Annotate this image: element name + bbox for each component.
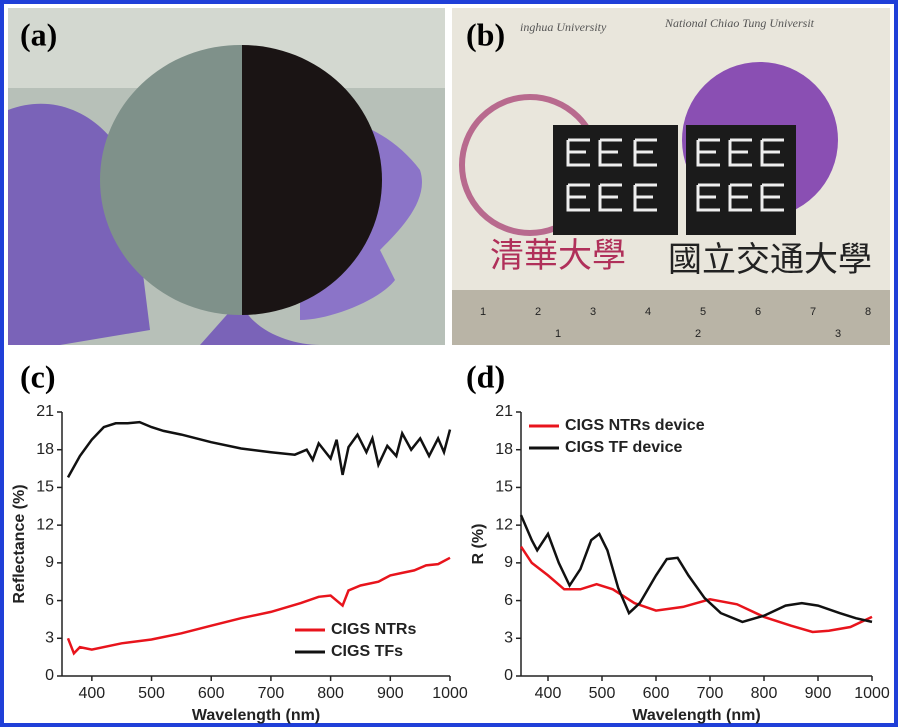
- legend-label: CIGS TF device: [565, 439, 682, 456]
- y-tick-label: 6: [504, 592, 513, 609]
- x-tick-label: 800: [317, 685, 344, 702]
- x-tick-label: 1000: [432, 685, 468, 702]
- x-tick-label: 600: [643, 685, 670, 702]
- x-tick-label: 1000: [854, 685, 890, 702]
- ruler-label: 8: [865, 306, 871, 318]
- page: {"panels": ["(a)", "(b)", "(c)", "(d)"],…: [0, 0, 898, 727]
- x-tick-label: 500: [589, 685, 616, 702]
- ruler-label: 3: [835, 328, 841, 340]
- legend-label: CIGS NTRs: [331, 621, 416, 638]
- ruler-label: 1: [555, 328, 561, 340]
- ruler-label: 5: [700, 306, 706, 318]
- y-tick-label: 9: [45, 554, 54, 571]
- ruler-label: 2: [695, 328, 701, 340]
- panel-label: (c): [20, 358, 56, 394]
- y-tick-label: 9: [504, 554, 513, 571]
- x-tick-label: 400: [78, 685, 105, 702]
- ruler-label: 4: [645, 306, 651, 318]
- y-tick-label: 21: [495, 403, 513, 420]
- y-tick-label: 18: [495, 441, 513, 458]
- y-tick-label: 3: [504, 630, 513, 647]
- y-tick-label: 0: [504, 667, 513, 684]
- x-tick-label: 700: [697, 685, 724, 702]
- caption: National Chiao Tung Universit: [664, 16, 815, 30]
- y-tick-label: 0: [45, 667, 54, 684]
- y-tick-label: 15: [36, 479, 54, 496]
- panel-label: (b): [466, 16, 505, 52]
- y-tick-label: 12: [495, 516, 513, 533]
- x-tick-label: 600: [198, 685, 225, 702]
- ruler-label: 6: [755, 306, 761, 318]
- ruler-label: 2: [535, 306, 541, 318]
- photo-b: inghua University National Chiao Tung Un…: [452, 8, 890, 345]
- ruler-label: 1: [480, 306, 486, 318]
- x-axis-label: Wavelength (nm): [192, 707, 320, 724]
- x-tick-label: 900: [805, 685, 832, 702]
- y-tick-label: 12: [36, 516, 54, 533]
- x-axis-label: Wavelength (nm): [632, 707, 760, 724]
- ruler-label: 7: [810, 306, 816, 318]
- ruler-label: 3: [590, 306, 596, 318]
- x-tick-label: 400: [535, 685, 562, 702]
- x-tick-label: 800: [751, 685, 778, 702]
- y-axis-label: Reflectance (%): [11, 484, 28, 603]
- y-tick-label: 6: [45, 592, 54, 609]
- x-tick-label: 700: [258, 685, 285, 702]
- figure: (a) inghua University National Chiao Tun…: [0, 0, 898, 727]
- caption-chinese: 國立交通大學: [668, 241, 872, 279]
- caption: inghua University: [520, 20, 607, 34]
- y-tick-label: 18: [36, 441, 54, 458]
- caption-chinese: 清華大學: [490, 237, 626, 275]
- photo-a: (a): [8, 8, 445, 345]
- y-axis-label: R (%): [470, 524, 487, 565]
- legend-label: CIGS TFs: [331, 643, 403, 660]
- x-tick-label: 900: [377, 685, 404, 702]
- y-tick-label: 15: [495, 479, 513, 496]
- y-tick-label: 21: [36, 403, 54, 420]
- x-tick-label: 500: [138, 685, 165, 702]
- panel-label: (a): [20, 16, 57, 52]
- legend-label: CIGS NTRs device: [565, 417, 705, 434]
- panel-label: (d): [466, 358, 505, 394]
- y-tick-label: 3: [45, 630, 54, 647]
